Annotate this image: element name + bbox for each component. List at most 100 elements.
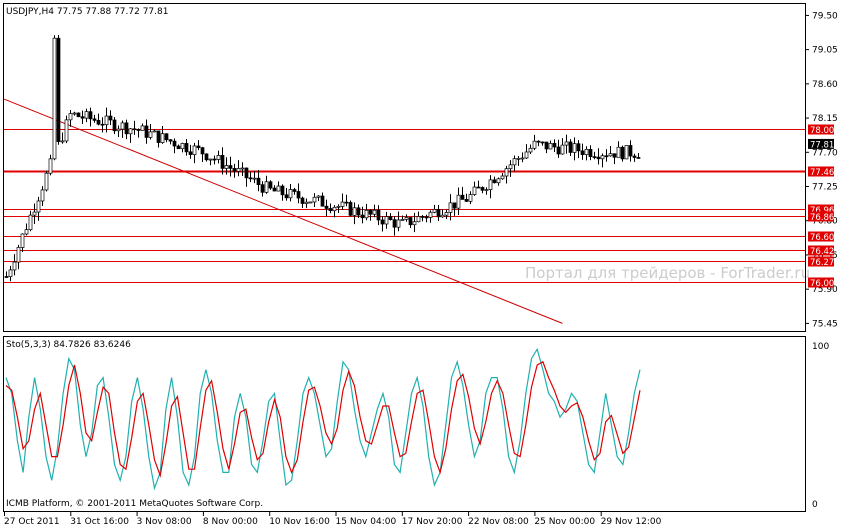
price-bar-body <box>200 147 205 155</box>
price-bar-body <box>192 145 197 155</box>
price-bar-body <box>164 133 169 141</box>
level-label: 76.96 <box>810 206 834 216</box>
price-bar-body <box>412 221 417 226</box>
price-bar-body <box>140 125 145 131</box>
price-bars <box>4 35 641 282</box>
price-bar-body <box>632 155 637 158</box>
price-bar-body <box>312 196 317 203</box>
price-bar-body <box>624 145 629 160</box>
price-bar-body <box>528 147 533 153</box>
price-bar-body <box>64 119 69 142</box>
price-bar-body <box>352 207 357 216</box>
price-bar-body <box>116 128 121 132</box>
price-bar-body <box>188 151 193 155</box>
price-bar-body <box>516 157 521 160</box>
level-label: 76.86 <box>810 213 834 223</box>
price-bar-body <box>228 165 233 169</box>
price-bar-body <box>220 155 225 169</box>
stochastic-tick-label: 0 <box>812 500 818 510</box>
level-badge <box>808 245 834 256</box>
price-bar-body <box>512 158 517 166</box>
x-tick-label: 10 Nov 16:00 <box>269 517 330 527</box>
price-bar-body <box>484 189 489 191</box>
price-bar-body <box>272 187 277 192</box>
price-bar-body <box>396 219 401 228</box>
level-badge <box>808 211 834 222</box>
price-bar-body <box>176 145 181 150</box>
price-bar-body <box>424 216 429 219</box>
x-tick-label: 17 Nov 20:00 <box>402 517 463 527</box>
indicator-frame <box>3 336 806 512</box>
current-price-badge <box>808 138 834 149</box>
y-tick-label: 77.70 <box>812 148 838 158</box>
price-bar-body <box>104 115 109 126</box>
price-bar-body <box>284 194 289 199</box>
price-bar-body <box>28 214 33 231</box>
price-axis: 79.50 79.05 78.60 78.15 77.70 77.25 76.80 76.35… <box>805 11 838 329</box>
level-label: 78.00 <box>810 126 834 136</box>
price-bar-body <box>344 201 349 204</box>
level-label: 77.46 <box>810 168 834 178</box>
price-bar-body <box>556 146 561 155</box>
price-bar-body <box>560 144 565 155</box>
price-bar-body <box>532 140 537 149</box>
price-bar-body <box>340 201 345 207</box>
stochastic-signal-line <box>5 360 641 478</box>
price-bar-body <box>204 153 209 161</box>
price-bar-body <box>128 128 133 135</box>
price-bar-body <box>96 120 101 125</box>
price-bar-body <box>156 130 161 143</box>
price-bar-body <box>588 149 593 158</box>
price-bar-body <box>88 111 93 120</box>
price-bar-body <box>416 216 421 223</box>
symbol-header: USDJPY,H4 77.75 77.88 77.72 77.81 <box>6 7 168 17</box>
price-bar-body <box>564 141 569 146</box>
level-badge <box>808 124 834 135</box>
x-tick-label: 15 Nov 04:00 <box>336 517 397 527</box>
price-bar-body <box>32 211 37 216</box>
price-bar-body <box>460 194 465 200</box>
price-bar-body <box>260 184 265 193</box>
price-bar-body <box>616 146 621 158</box>
price-bar-body <box>348 202 353 216</box>
current-price-label: 77.81 <box>810 140 834 150</box>
price-bar-body <box>196 145 201 148</box>
price-bar-body <box>300 197 305 204</box>
price-bar-body <box>224 165 229 169</box>
price-bar-body <box>612 153 617 158</box>
price-bar-body <box>24 229 29 235</box>
y-tick-label: 75.45 <box>812 319 838 329</box>
price-bar-body <box>476 186 481 189</box>
price-bar-body <box>464 199 469 202</box>
price-bar-body <box>252 177 257 180</box>
level-label: 76.27 <box>810 258 834 268</box>
price-bar-body <box>380 219 385 225</box>
price-bar-body <box>336 205 341 208</box>
price-bar-body <box>144 125 149 138</box>
price-bar-body <box>356 207 361 216</box>
price-bar-body <box>584 149 589 156</box>
price-bar-body <box>148 131 153 138</box>
price-bar-body <box>544 141 549 150</box>
time-axis: 27 Oct 2011 31 Oct 16:00 3 Nov 08:00 8 Nov … <box>4 512 662 527</box>
price-bar-body <box>244 167 249 179</box>
x-tick-label: 22 Nov 08:00 <box>468 517 529 527</box>
price-bar-body <box>576 143 581 152</box>
price-bar-body <box>520 157 525 160</box>
price-bar-body <box>536 140 541 143</box>
x-tick-label: 25 Nov 00:00 <box>534 517 595 527</box>
price-bar-body <box>132 128 137 131</box>
x-tick-label: 29 Nov 12:00 <box>601 517 662 527</box>
price-bar-body <box>124 122 129 135</box>
price-bar-body <box>264 181 269 193</box>
price-bar-body <box>392 219 397 228</box>
price-bar-body <box>604 155 609 158</box>
level-label: 76.00 <box>810 279 834 289</box>
price-bar-body <box>332 206 337 212</box>
price-bar-body <box>268 181 273 189</box>
price-bar-body <box>620 146 625 160</box>
price-bar-body <box>72 112 77 115</box>
price-bar-body <box>76 112 81 118</box>
